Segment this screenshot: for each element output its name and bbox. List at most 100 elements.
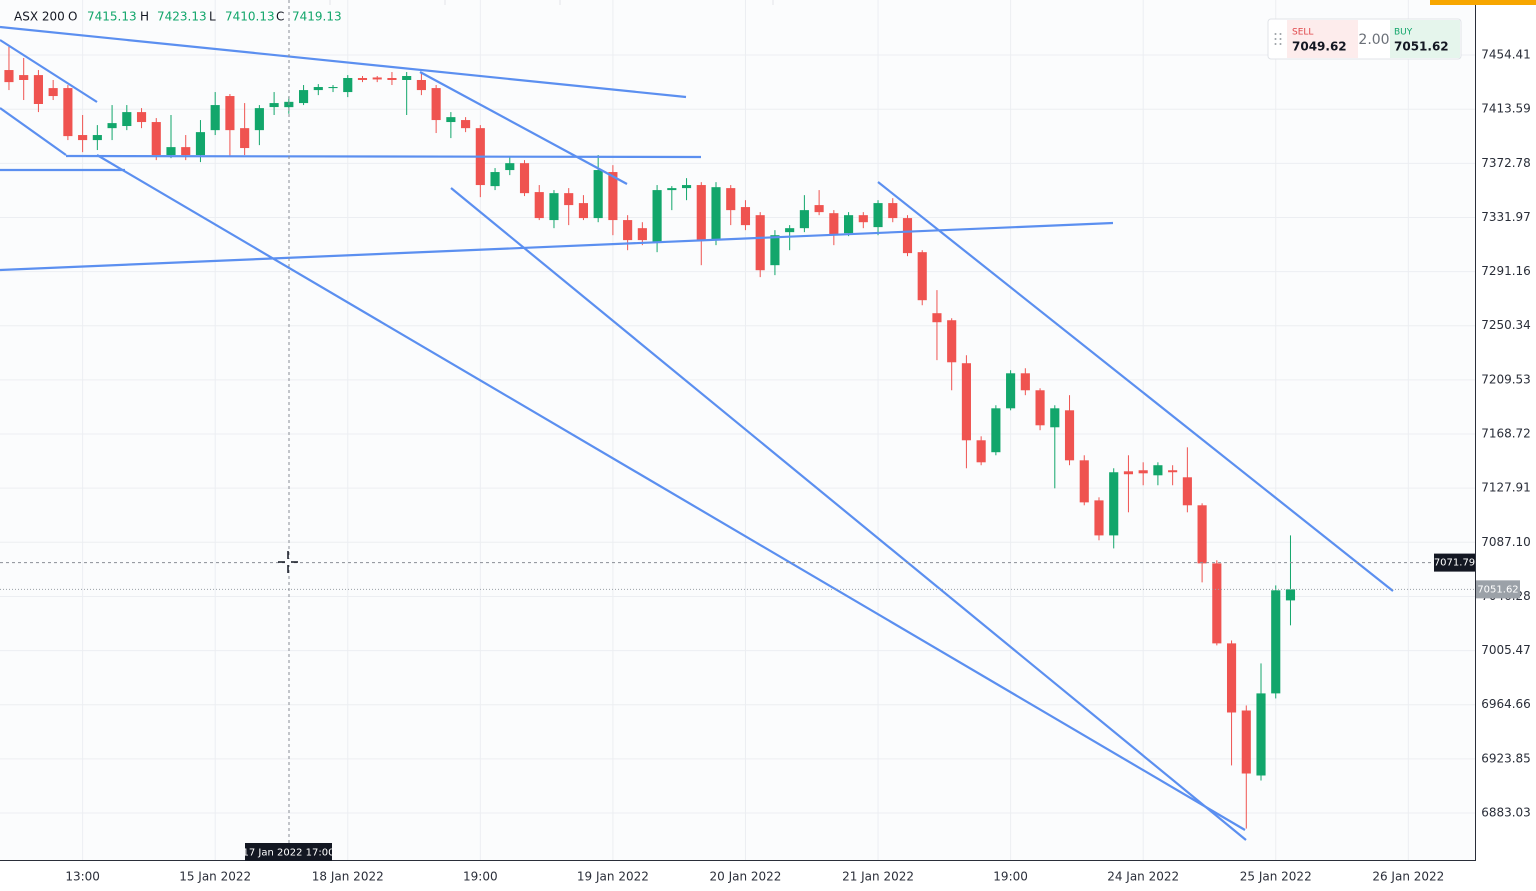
time-tag: 17 Jan 2022 17:00 (243, 843, 334, 861)
candle-body (48, 88, 58, 97)
candle-body (991, 408, 1001, 453)
candle-body (888, 203, 898, 219)
y-tick-label: 7005.47 (1481, 643, 1531, 657)
axes: 7454.41 7413.59 7372.78 7331.97 7291.16 7250.… (65, 48, 1530, 884)
candle-body (328, 87, 338, 89)
candle-body (814, 205, 824, 213)
buy-price: 7051.62 (1394, 40, 1449, 54)
x-tick-label: 20 Jan 2022 (709, 870, 781, 884)
x-tick-label: 24 Jan 2022 (1107, 870, 1179, 884)
candle-body (195, 132, 206, 156)
trend-line[interactable] (65, 154, 702, 159)
candle-body (1138, 470, 1148, 474)
trend-line[interactable] (0, 221, 1114, 272)
candle-body (225, 96, 235, 131)
ohlc-key: H (140, 10, 149, 24)
candle-body (1168, 470, 1178, 473)
y-tick-label: 7413.59 (1481, 102, 1531, 116)
trend-line[interactable] (877, 181, 1394, 592)
candle-body (4, 70, 14, 83)
buy-button[interactable] (1390, 20, 1460, 58)
cursor-gap (285, 559, 291, 565)
candle-body (490, 172, 500, 187)
trend-line[interactable] (450, 187, 1247, 841)
candle-body (1256, 693, 1266, 776)
candle-body (63, 88, 73, 137)
y-tick-label: 7127.91 (1481, 481, 1531, 495)
ohlc-key: C (276, 10, 284, 24)
trend-line[interactable] (419, 71, 628, 185)
candle-body (667, 188, 677, 191)
candle-body (608, 172, 618, 221)
candle-body (33, 75, 43, 105)
candle-body (136, 112, 147, 123)
candle-body (593, 170, 603, 219)
spread: 2.00 (1358, 32, 1389, 48)
ohlc-key: L (209, 10, 216, 24)
trend-line[interactable] (0, 107, 67, 156)
candle-body (78, 135, 88, 141)
candle-body (92, 135, 102, 141)
candle-body (240, 128, 250, 149)
ohlc-value: 7415.13 (87, 10, 137, 24)
candle-body (416, 79, 426, 91)
candle-body (1271, 590, 1281, 694)
candle-body (1241, 710, 1251, 774)
candle-body (1109, 472, 1119, 536)
candles (4, 44, 1296, 829)
trade-panel: SELL 7049.62 2.00 BUY 7051.62 (1267, 18, 1462, 60)
candle-body (461, 120, 471, 129)
candle-body (254, 108, 264, 131)
x-tick-label: 15 Jan 2022 (179, 870, 251, 884)
trend-line[interactable] (96, 154, 1246, 831)
y-tick-label: 7168.72 (1481, 427, 1531, 441)
candle-body (1153, 465, 1163, 476)
candle-body (637, 228, 647, 241)
x-tick-label: 18 Jan 2022 (312, 870, 384, 884)
candle-body (785, 228, 795, 233)
trend-line[interactable] (0, 25, 687, 99)
handle-dot (1274, 38, 1277, 40)
candle-body (1182, 477, 1192, 506)
candle-body (696, 185, 706, 241)
x-tick-label: 21 Jan 2022 (842, 870, 914, 884)
candle-body (1226, 643, 1237, 713)
sell-label: SELL (1292, 28, 1313, 38)
candle-body (623, 220, 633, 241)
y-tick-label: 7331.97 (1481, 210, 1531, 224)
last-price-tag-bg (1476, 580, 1520, 599)
y-tick-label: 7372.78 (1481, 156, 1531, 170)
price-axis-bg (1475, 0, 1536, 891)
drag-handle[interactable] (1274, 33, 1282, 45)
sell-button[interactable] (1287, 20, 1358, 58)
candle-body (166, 147, 176, 156)
y-tick-label: 7454.41 (1481, 48, 1531, 62)
last-price-tag: 7051.62 (1477, 584, 1518, 595)
handle-dot (1274, 43, 1277, 45)
candle-body (269, 103, 279, 108)
handle-dot (1279, 43, 1282, 45)
candle-body (1064, 410, 1075, 461)
ohlc-key: O (68, 10, 77, 24)
ohlc-value: 7423.13 (157, 10, 207, 24)
candle-body (932, 313, 942, 323)
top-accent (1430, 0, 1536, 5)
y-tick-label: 6923.85 (1481, 751, 1531, 765)
candle-body (755, 215, 765, 271)
trend-line[interactable] (0, 39, 98, 103)
x-tick-label: 26 Jan 2022 (1372, 870, 1444, 884)
handle-dot (1274, 33, 1277, 35)
candle-body (107, 123, 117, 129)
candle-body (652, 190, 662, 243)
grid (0, 0, 1475, 860)
ohlc-value: 7419.13 (292, 10, 342, 24)
candle-body (1035, 390, 1045, 426)
candle-body (122, 112, 132, 127)
time-axis-bg (0, 860, 1536, 891)
candle-body (1123, 471, 1134, 475)
candle-body (372, 77, 382, 80)
top-tabs (329, 0, 774, 5)
buy-label: BUY (1394, 28, 1413, 38)
candle-body (505, 163, 515, 171)
candle-body (1020, 373, 1030, 391)
